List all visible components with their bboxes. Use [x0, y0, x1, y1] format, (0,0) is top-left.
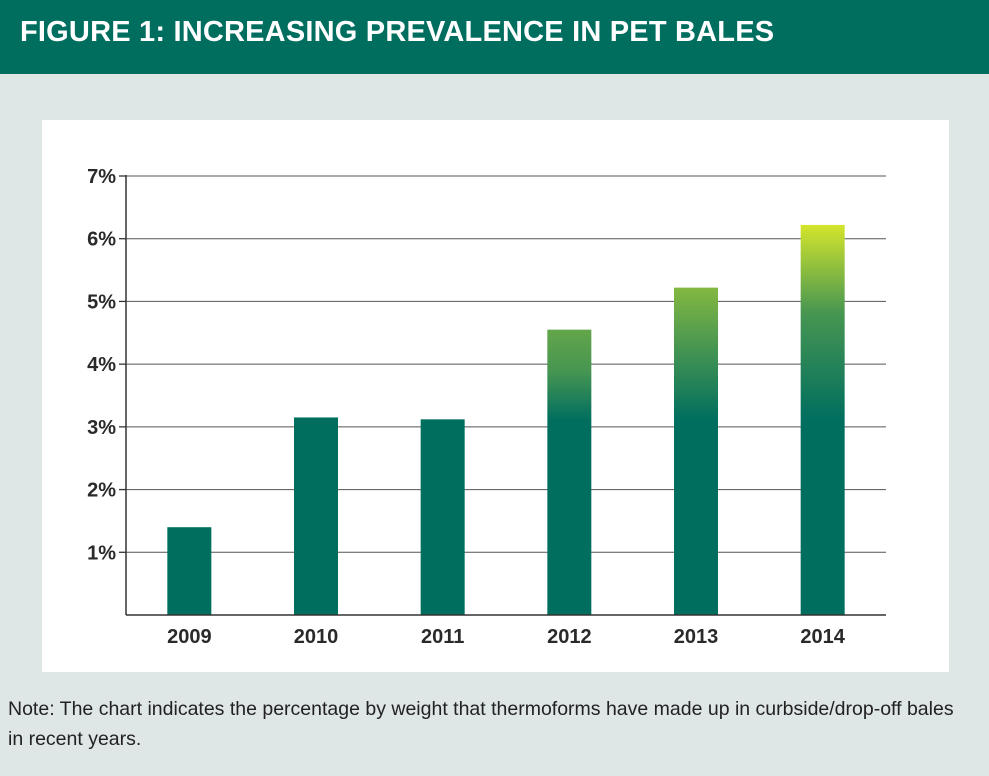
y-tick-label: 4% — [87, 354, 116, 376]
y-tick-label: 7% — [87, 166, 116, 188]
y-tick-label: 2% — [87, 480, 116, 502]
bar-2014 — [800, 224, 845, 615]
figure-title: FIGURE 1: INCREASING PREVALENCE IN PET B… — [20, 16, 775, 48]
chart-note: Note: The chart indicates the percentage… — [8, 698, 954, 750]
y-tick-label: 1% — [87, 542, 116, 564]
bar-2012 — [547, 329, 592, 615]
y-tick-label: 6% — [87, 229, 116, 251]
x-tick-label: 2012 — [547, 626, 592, 648]
bar-chart: 1% 2% 3% 4% 5% 6% 7% 2009 2010 2011 2012 2013 2014 — [87, 166, 886, 648]
bar-2009 — [167, 527, 212, 615]
x-tick-label: 2010 — [294, 626, 339, 648]
y-tick-label: 5% — [87, 291, 116, 313]
x-tick-label: 2014 — [800, 626, 845, 648]
x-tick-label: 2009 — [167, 626, 212, 648]
figure-header: FIGURE 1: INCREASING PREVALENCE IN PET B… — [0, 0, 989, 74]
x-tick-label: 2011 — [421, 626, 464, 648]
bar-2011 — [420, 419, 465, 615]
y-tick-label: 3% — [87, 417, 116, 439]
chart-panel: 1% 2% 3% 4% 5% 6% 7% 2009 2010 2011 2012 2013 2014 — [42, 120, 949, 672]
x-tick-label: 2013 — [674, 626, 719, 648]
bar-2013 — [674, 287, 718, 615]
bar-2010 — [294, 417, 338, 615]
